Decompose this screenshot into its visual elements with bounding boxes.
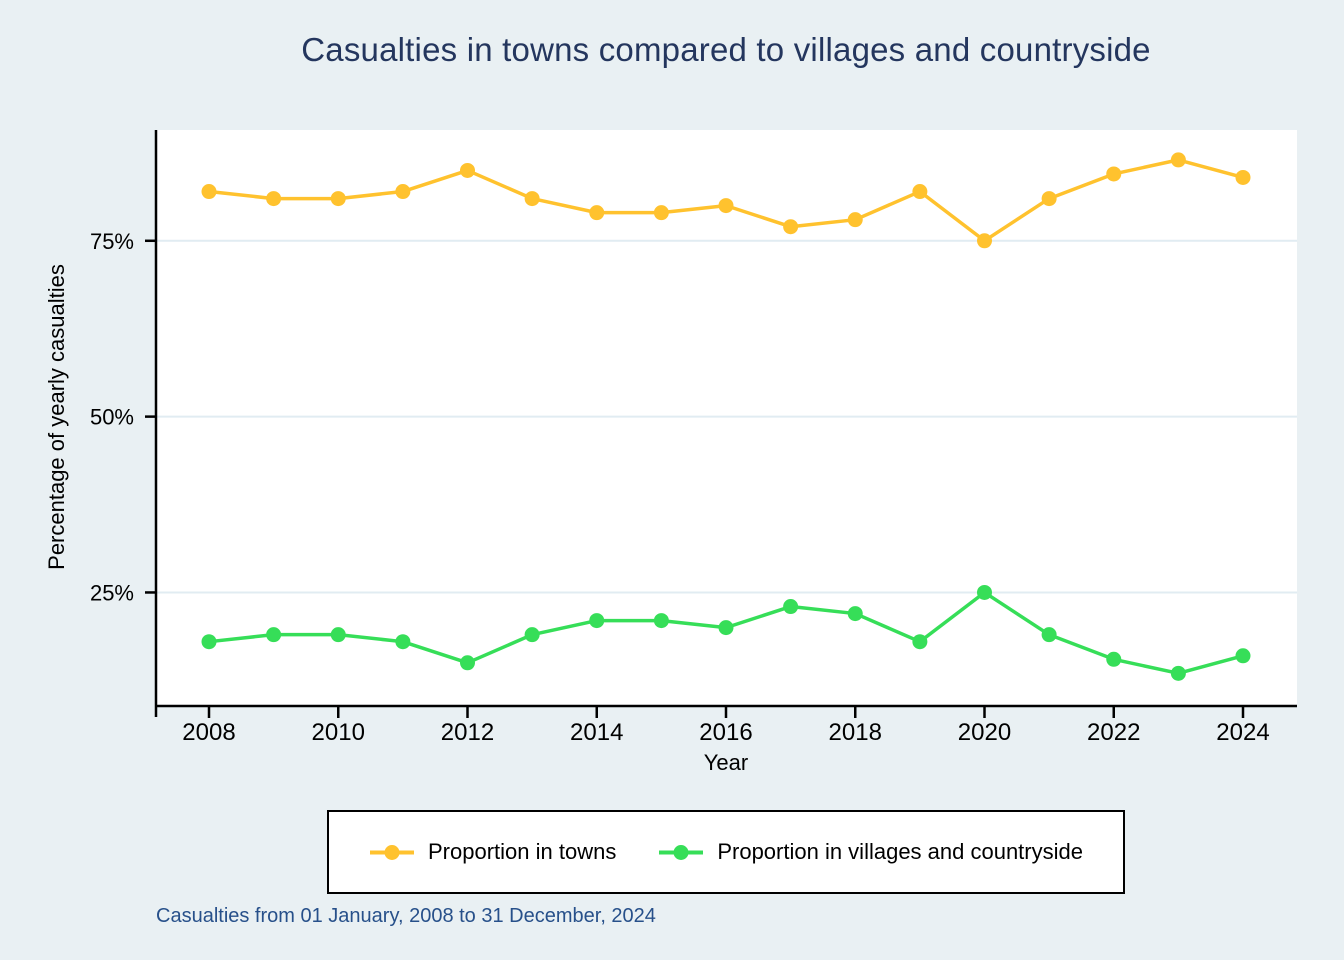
plot-generated-layer: 25% 50% 75% 2008 2010 2012 2014 2016 2018 2020 202…	[90, 130, 1297, 746]
y-tick-label: 75%	[90, 229, 134, 254]
caption: Casualties from 01 January, 2008 to 31 D…	[156, 905, 656, 927]
data-point-series0-2022	[1106, 166, 1122, 182]
x-tick-label: 2014	[570, 719, 623, 746]
data-point-series1-2015	[653, 613, 669, 629]
data-point-series1-2010	[330, 627, 346, 643]
villages-marker-dot	[673, 844, 689, 860]
legend: Proportion in towns Proportion in villag…	[155, 810, 1297, 894]
data-point-series1-2012	[460, 655, 475, 671]
data-point-series0-2015	[653, 205, 669, 221]
data-point-series0-2024	[1235, 169, 1251, 185]
towns-marker-dot	[384, 844, 400, 860]
data-point-series0-2008	[201, 184, 217, 200]
data-point-series1-2019	[912, 634, 928, 650]
towns-series-marker-icon	[370, 844, 414, 860]
y-axis-title: Percentage of yearly casualties	[44, 264, 69, 570]
data-point-series1-2024	[1235, 648, 1251, 664]
data-point-series1-2017	[783, 599, 799, 615]
legend-label-villages: Proportion in villages and countryside	[717, 839, 1083, 864]
x-tick-label: 2020	[958, 719, 1011, 746]
x-tick-label: 2008	[182, 719, 235, 746]
data-point-series0-2019	[912, 184, 928, 200]
x-tick-label: 2022	[1087, 719, 1140, 746]
data-point-series0-2017	[783, 219, 799, 235]
data-point-series1-2021	[1041, 627, 1057, 643]
data-point-series0-2020	[977, 233, 992, 249]
data-point-series0-2021	[1041, 191, 1057, 207]
data-point-series1-2023	[1170, 665, 1186, 681]
data-point-series1-2020	[977, 584, 992, 600]
data-point-series1-2018	[847, 606, 863, 622]
legend-label-towns: Proportion in towns	[428, 839, 617, 864]
y-tick-label: 25%	[90, 580, 134, 605]
data-point-series1-2016	[718, 620, 734, 636]
villages-series-marker-icon	[659, 844, 704, 860]
legend-box: Proportion in towns Proportion in villag…	[327, 810, 1125, 894]
data-point-series0-2018	[847, 212, 863, 228]
x-tick-label: 2016	[699, 719, 752, 746]
data-point-series1-2022	[1106, 651, 1122, 667]
legend-entry-villages: Proportion in villages and countryside	[658, 839, 1083, 865]
x-tick-label: 2024	[1216, 719, 1269, 746]
legend-entry-towns: Proportion in towns	[369, 839, 616, 865]
data-point-series1-2013	[524, 627, 540, 643]
data-point-series0-2013	[524, 191, 540, 207]
data-point-series0-2014	[589, 205, 605, 221]
data-point-series1-2011	[395, 634, 411, 650]
data-point-series1-2009	[266, 627, 282, 643]
data-point-series1-2014	[589, 613, 605, 629]
chart-title: Casualties in towns compared to villages…	[301, 31, 1151, 68]
x-tick-label: 2010	[312, 719, 365, 746]
x-tick-label: 2018	[829, 719, 882, 746]
data-point-series0-2010	[330, 191, 346, 207]
plot-svg: 25% 50% 75% 2008 2010 2012 2014 2016 2018 2020 202…	[44, 130, 1297, 775]
data-point-series0-2016	[718, 198, 734, 214]
y-tick-label: 50%	[90, 405, 134, 430]
data-point-series0-2012	[460, 162, 475, 178]
data-point-series1-2008	[201, 634, 217, 650]
x-tick-label: 2012	[441, 719, 494, 746]
data-point-series0-2009	[266, 191, 282, 207]
x-axis-title: Year	[704, 750, 748, 775]
data-point-series0-2011	[395, 184, 411, 200]
data-point-series0-2023	[1170, 152, 1186, 168]
